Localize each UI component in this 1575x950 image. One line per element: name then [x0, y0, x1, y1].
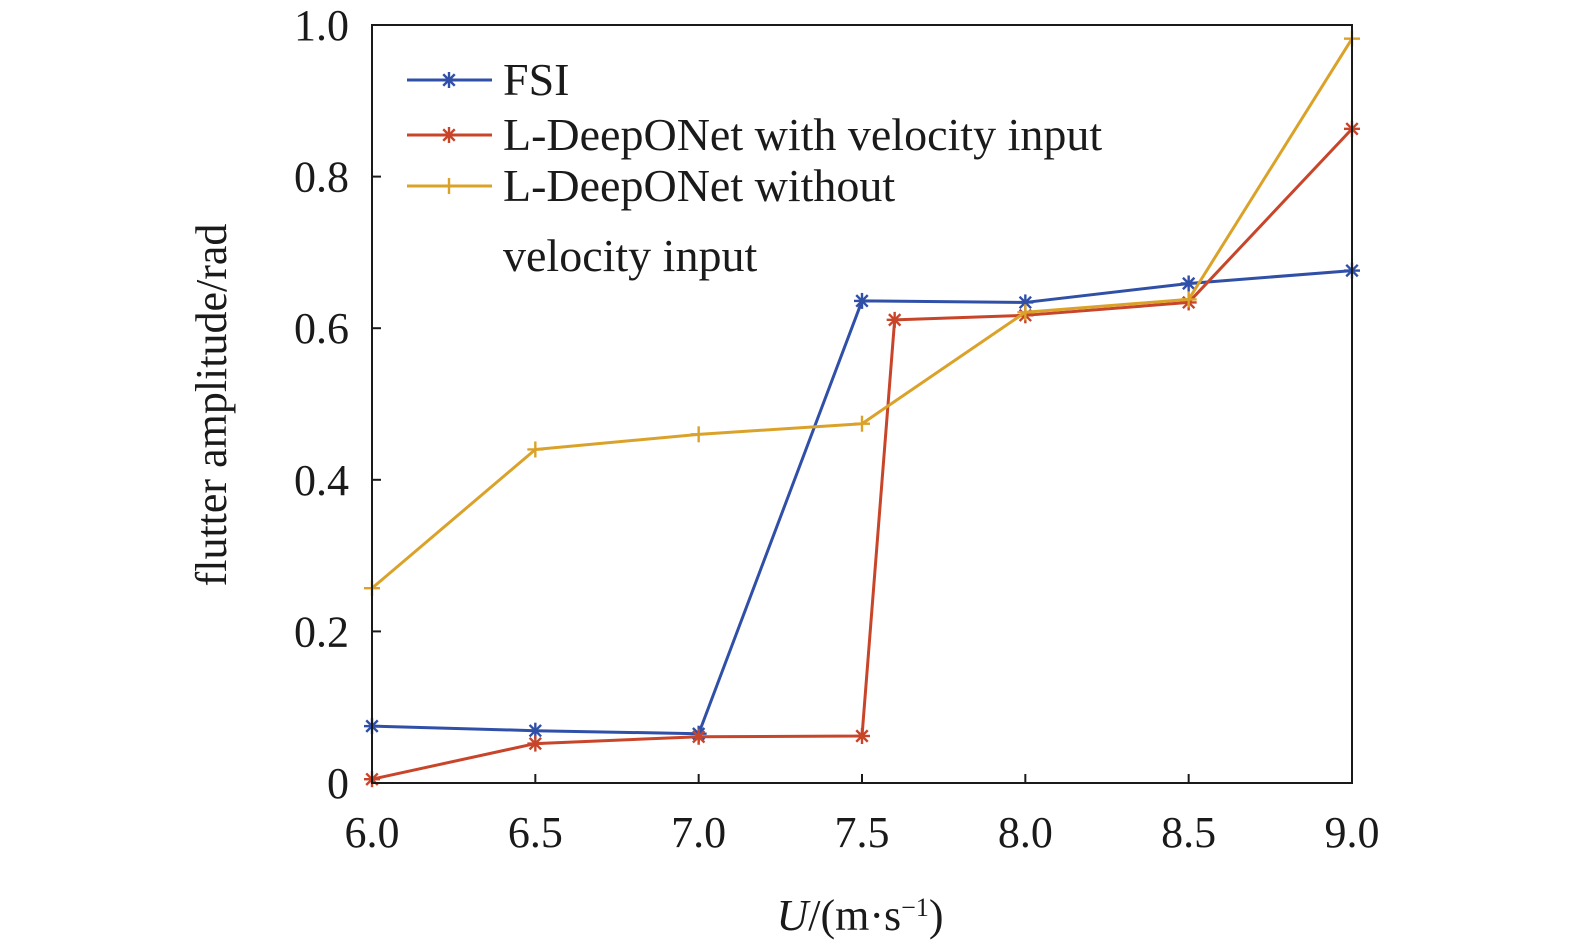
legend-label: L-DeepONet with velocity input	[503, 109, 1102, 160]
legend-entry-2: L-DeepONet with velocity input	[407, 109, 1102, 160]
series-group	[364, 30, 1360, 788]
legend-swatch-marker	[441, 72, 457, 88]
x-tick-label: 6.0	[345, 808, 400, 857]
x-axis-title: U/(m·s−1)	[777, 891, 944, 940]
legend-label: L-DeepONet without	[503, 160, 895, 211]
x-axis-title-variable: U	[777, 891, 812, 940]
series-2-point	[527, 735, 544, 752]
y-axis-title: flutter amplitude/rad	[187, 224, 236, 587]
x-axis-title-exponent: −1	[901, 893, 929, 922]
axes: 6.0 6.5 7.0 7.5 8.0 8.5 9.0 0 0.2 0.4 0.6 0.8 1.0	[294, 1, 1380, 857]
series-1-point-stroke-d2	[1018, 295, 1032, 310]
legend-entry-1: FSI	[407, 54, 569, 105]
y-tick-label: 0.8	[294, 153, 349, 202]
series-2-line	[371, 127, 1354, 781]
series-1-point-stroke-d2	[1182, 276, 1196, 291]
x-tick-label: 8.0	[998, 808, 1053, 857]
series-3-point	[690, 426, 707, 443]
y-tick-label: 0.2	[294, 607, 349, 656]
x-axis-title-unit: /(m·s	[808, 891, 901, 940]
series-2-point	[886, 311, 903, 328]
series-1-point	[854, 292, 870, 309]
series-1-line	[371, 269, 1353, 736]
series-3-point	[527, 441, 544, 458]
y-tick-label: 1.0	[294, 1, 349, 50]
x-tick-label: 7.0	[671, 808, 726, 857]
y-tick-label: 0	[327, 759, 349, 808]
series-3-point	[854, 415, 870, 432]
series-1-point	[1180, 275, 1197, 292]
x-tick-label: 8.5	[1161, 808, 1216, 857]
series-2-point-stroke-d2	[855, 729, 869, 743]
series-1	[364, 262, 1360, 742]
legend-swatch-marker	[441, 178, 457, 194]
series-2-point-stroke-d2	[888, 313, 902, 327]
series-2	[364, 120, 1360, 788]
legend-swatch-marker	[441, 127, 457, 143]
legend-entry-3: L-DeepONet without velocity input	[407, 160, 895, 281]
series-1-point	[527, 722, 544, 739]
x-tick-label: 7.5	[835, 808, 890, 857]
series-2-point-stroke-d2	[528, 736, 542, 751]
series-1-point-stroke-d2	[528, 724, 542, 738]
x-tick-label: 9.0	[1325, 808, 1380, 857]
legend-label: velocity input	[503, 230, 757, 281]
series-3-point	[1017, 304, 1034, 321]
series-2-point-stroke-d2	[692, 730, 706, 744]
y-tick-label: 0.4	[294, 456, 349, 505]
x-axis-title-close: )	[929, 891, 944, 940]
y-tick-label: 0.6	[294, 304, 349, 353]
legend-swatch-marker-stroke-d2	[442, 73, 456, 87]
series-2-point	[690, 728, 707, 745]
x-tick-label: 6.5	[508, 808, 563, 857]
series-3-point	[1180, 291, 1197, 308]
series-2-point	[854, 728, 870, 745]
legend-swatch-marker-stroke-d2	[442, 128, 456, 142]
legend-label: FSI	[503, 54, 569, 105]
series-1-point-stroke-d2	[855, 294, 869, 308]
